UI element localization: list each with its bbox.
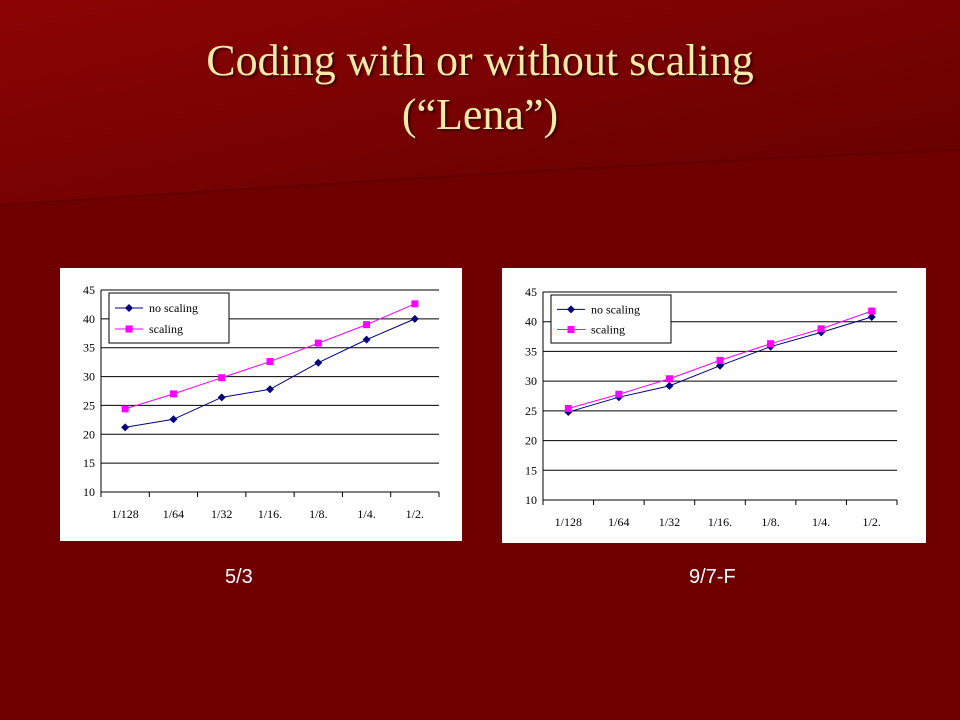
- chart-2-x-tick-label: 1/2.: [863, 515, 881, 529]
- chart-caption-5-3: 5/3: [225, 566, 253, 588]
- chart-1-point-no-scaling: [266, 385, 274, 394]
- chart-2-point-no-scaling: [867, 312, 876, 321]
- chart-2-point-scaling: [868, 307, 876, 315]
- slide-title-line-2: (“Lena”): [401, 90, 559, 139]
- chart-1-legend-marker-no-scaling: [125, 304, 133, 312]
- chart-1-x-tick-label: 1/64: [163, 507, 184, 521]
- chart-1-point-scaling: [363, 321, 371, 329]
- chart-2-point-scaling: [817, 325, 825, 333]
- chart-1-point-no-scaling: [169, 415, 178, 424]
- chart-1-y-tick-label: 25: [83, 398, 95, 412]
- chart-1-x-tick-label: 1/32: [211, 507, 232, 521]
- chart-9-7-f-svg: 10 15 20 25 30 35 40 45 1/128 1/64 1/32 1/16. 1/8. 1/…: [525, 285, 898, 529]
- chart-1-point-scaling: [266, 358, 274, 366]
- chart-2-x-tick-label: 1/16.: [708, 515, 732, 529]
- chart-1-y-tick-label: 20: [83, 427, 95, 441]
- slide-title-line-1: Coding with or without scaling: [206, 36, 754, 85]
- chart-1-y-tick-label: 45: [83, 283, 95, 297]
- chart-1-legend: [108, 292, 230, 344]
- chart-1-x-tick-label: 1/8.: [309, 507, 327, 521]
- chart-2-y-tick-label: 35: [525, 344, 537, 358]
- chart-1-x-tick-label: 1/2.: [406, 507, 424, 521]
- chart-2-y-tick-label: 30: [525, 374, 537, 388]
- chart-2-y-tick-label: 25: [525, 404, 537, 418]
- chart-2-legend-label-scaling: scaling: [591, 323, 625, 337]
- chart-1-point-scaling: [121, 405, 129, 413]
- chart-1-y-tick-label: 15: [83, 456, 95, 470]
- chart-2-point-scaling: [615, 390, 623, 398]
- chart-1-point-no-scaling: [314, 358, 323, 367]
- chart-1-x-tick-label: 1/128: [111, 507, 138, 521]
- chart-2-x-tick-label: 1/4.: [812, 515, 830, 529]
- slide-title: Coding with or without scaling (“Lena”): [60, 34, 900, 142]
- chart-2-point-scaling: [564, 404, 572, 412]
- chart-1-legend-label-scaling: scaling: [149, 322, 183, 336]
- chart-2-point-scaling: [665, 375, 673, 383]
- chart-1-point-scaling: [169, 390, 177, 398]
- chart-2-x-tick-label: 1/64: [608, 515, 629, 529]
- chart-2-x-tick-label: 1/8.: [761, 515, 779, 529]
- chart-1-point-no-scaling: [410, 314, 419, 323]
- chart-1-legend-marker-scaling: [125, 325, 133, 333]
- chart-1-point-no-scaling: [121, 423, 130, 432]
- chart-2-y-tick-label: 15: [525, 463, 537, 477]
- chart-1-point-no-scaling: [217, 393, 226, 402]
- chart-2-point-scaling: [767, 340, 775, 348]
- chart-2-point-no-scaling: [665, 381, 674, 390]
- chart-5-3: 10 15 20 25 30 35 40 45 1/128 1/64 1/32 1/16. 1/8. 1/…: [60, 268, 462, 541]
- chart-2-legend-marker-no-scaling: [567, 305, 575, 314]
- chart-2-legend: [550, 294, 672, 344]
- chart-5-3-svg: 10 15 20 25 30 35 40 45 1/128 1/64 1/32 1/16. 1/8. 1/…: [83, 283, 440, 521]
- chart-1-point-no-scaling: [362, 335, 371, 344]
- chart-1-point-scaling: [314, 339, 322, 347]
- chart-1-point-scaling: [411, 300, 419, 308]
- chart-1-x-tick-label: 1/16.: [258, 507, 282, 521]
- chart-2-x-tick-label: 1/32: [659, 515, 680, 529]
- chart-2-y-tick-label: 10: [525, 493, 537, 507]
- chart-2-x-tick-label: 1/128: [555, 515, 582, 529]
- chart-2-y-tick-label: 45: [525, 285, 537, 299]
- chart-caption-9-7-f: 9/7-F: [689, 566, 736, 588]
- chart-1-y-tick-label: 35: [83, 341, 95, 355]
- chart-1-y-tick-label: 40: [83, 312, 95, 326]
- chart-2-point-scaling: [716, 356, 724, 364]
- chart-9-7-f: 10 15 20 25 30 35 40 45 1/128 1/64 1/32 1/16. 1/8. 1/…: [502, 268, 926, 543]
- chart-1-y-tick-label: 30: [83, 370, 95, 384]
- chart-1-x-tick-label: 1/4.: [357, 507, 375, 521]
- chart-2-legend-marker-scaling: [567, 326, 575, 334]
- chart-1-point-scaling: [218, 374, 226, 382]
- chart-2-y-tick-label: 40: [525, 315, 537, 329]
- chart-1-legend-label-no-scaling: no scaling: [149, 301, 198, 315]
- chart-2-y-tick-label: 20: [525, 434, 537, 448]
- chart-1-y-tick-label: 10: [83, 485, 95, 499]
- chart-2-legend-label-no-scaling: no scaling: [591, 302, 640, 316]
